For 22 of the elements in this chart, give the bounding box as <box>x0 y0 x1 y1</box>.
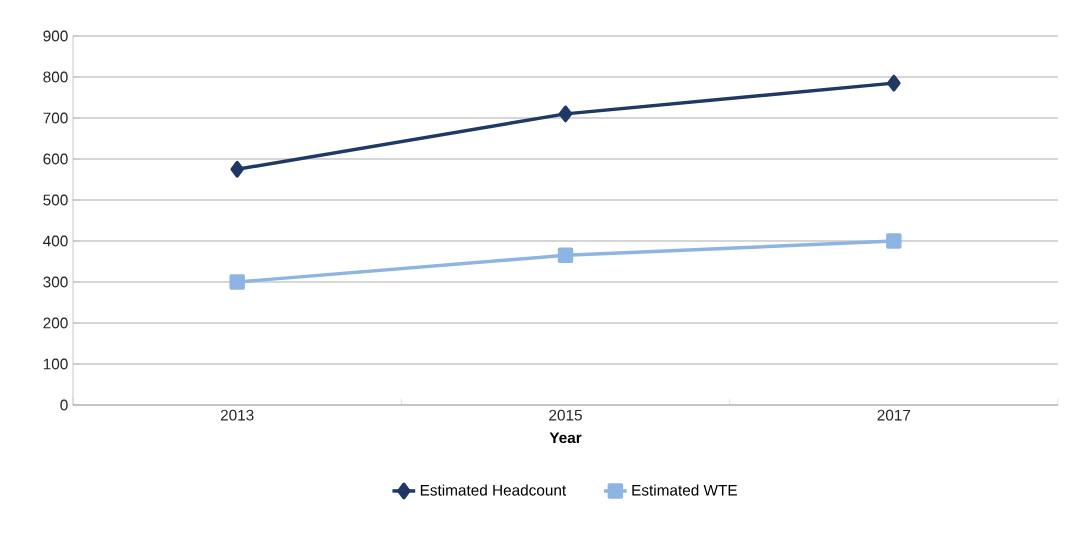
point <box>558 105 573 123</box>
point <box>886 233 902 249</box>
y-tick-label: 200 <box>43 317 68 329</box>
y-tick-label: 800 <box>43 71 68 83</box>
point <box>557 247 574 264</box>
x-tick-label: 2017 <box>877 409 911 421</box>
y-tick-label: 900 <box>43 30 68 42</box>
legend-label: Estimated Headcount <box>420 484 567 496</box>
x-tick-label: 2015 <box>549 409 582 421</box>
x-tick-label: 2013 <box>220 409 254 421</box>
point <box>229 274 245 290</box>
x-axis-title: Year <box>549 432 582 444</box>
y-tick-label: 700 <box>43 112 68 124</box>
point <box>887 74 901 92</box>
y-tick-label: 600 <box>43 153 68 165</box>
y-tick-label: 100 <box>43 358 68 370</box>
y-tick-label: 0 <box>60 399 68 411</box>
y-tick-label: 400 <box>43 235 68 247</box>
y-tick-label: 500 <box>43 194 68 206</box>
point <box>230 160 244 178</box>
legend-label: Estimated WTE <box>632 484 737 496</box>
y-tick-label: 300 <box>43 276 68 288</box>
